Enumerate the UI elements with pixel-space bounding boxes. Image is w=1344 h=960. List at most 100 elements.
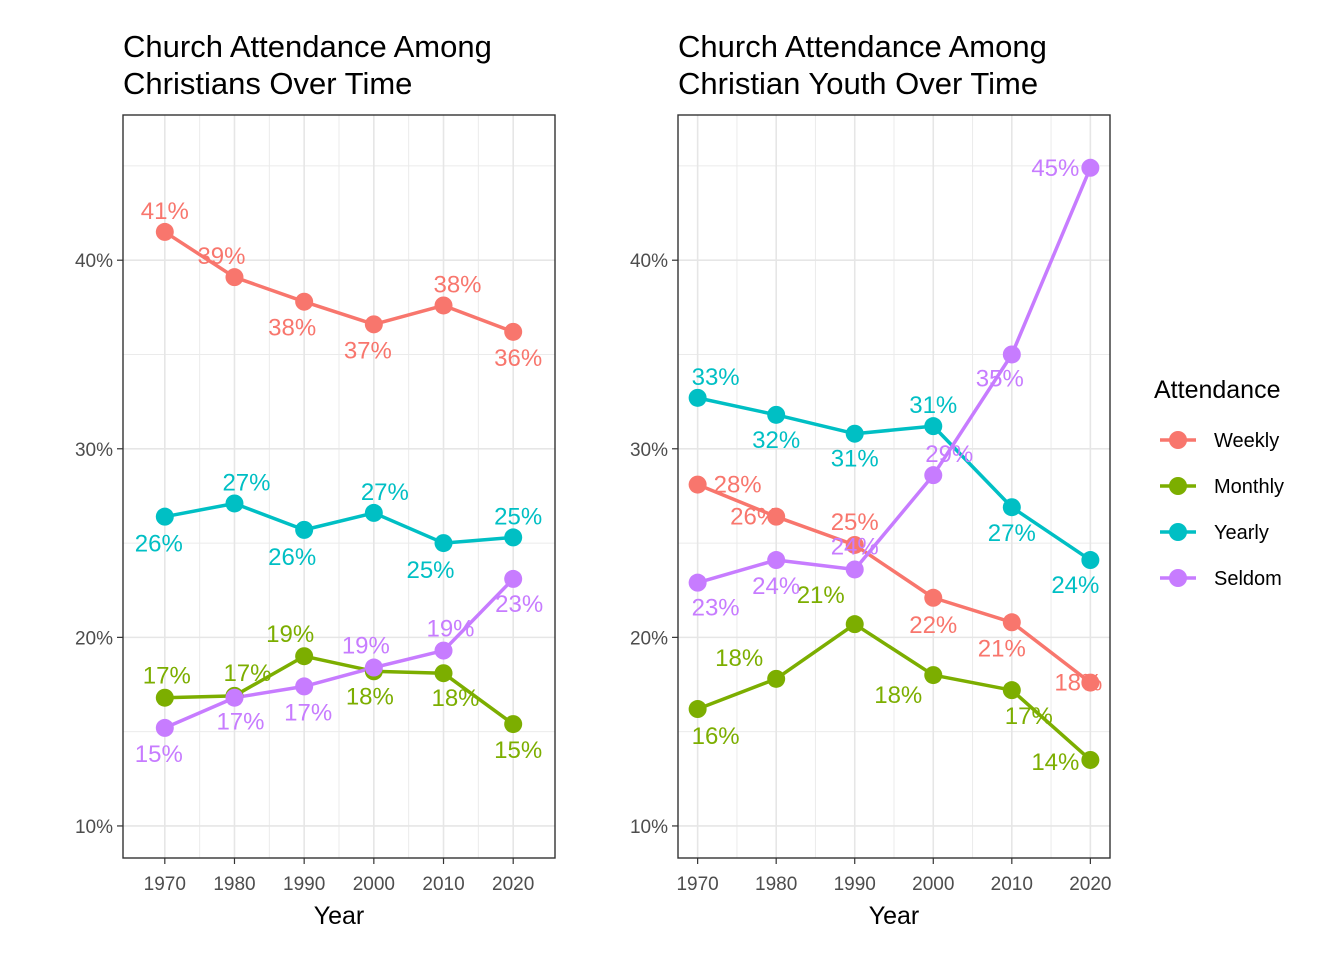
data-point-weekly [845, 535, 864, 554]
data-label-weekly: 39% [197, 243, 245, 270]
data-point-monthly [295, 647, 314, 666]
y-tick-label: 30% [75, 440, 113, 461]
data-point-seldom [364, 658, 383, 677]
data-label-weekly: 22% [909, 612, 957, 639]
data-label-weekly: 36% [494, 345, 542, 372]
y-tick-label: 10% [75, 817, 113, 838]
data-label-yearly: 27% [361, 479, 409, 506]
series-line-monthly [695, 622, 1093, 762]
data-point-yearly [225, 494, 244, 513]
data-label-seldom: 19% [426, 616, 474, 643]
series-line-seldom [695, 166, 1093, 585]
data-point-weekly [504, 322, 523, 341]
data-label-monthly: 14% [1031, 749, 1079, 776]
data-point-seldom [225, 688, 244, 707]
data-label-yearly: 26% [135, 531, 183, 558]
data-label-seldom: 15% [135, 741, 183, 768]
data-label-seldom: 35% [976, 365, 1024, 392]
data-label-weekly: 37% [344, 337, 392, 364]
data-label-weekly: 25% [831, 509, 879, 536]
data-point-yearly [434, 534, 453, 553]
data-point-weekly [767, 507, 786, 526]
data-label-yearly: 27% [222, 469, 270, 496]
chart-title-line: Church Attendance Among [123, 29, 492, 64]
data-point-seldom [1002, 345, 1021, 364]
legend-key-point [1169, 569, 1187, 587]
x-tick-label: 2000 [353, 874, 395, 895]
x-tick-label: 1980 [213, 874, 255, 895]
data-label-weekly: 18% [1054, 670, 1102, 697]
data-label-monthly: 18% [715, 645, 763, 672]
data-label-weekly: 28% [714, 472, 762, 499]
data-label-seldom: 29% [925, 441, 973, 468]
x-tick-label: 1990 [283, 874, 325, 895]
data-point-yearly [767, 405, 786, 424]
data-label-weekly: 41% [141, 198, 189, 225]
data-point-monthly [688, 700, 707, 719]
data-point-yearly [1002, 498, 1021, 517]
data-point-yearly [155, 507, 174, 526]
data-label-yearly: 31% [909, 392, 957, 419]
data-label-weekly: 21% [978, 635, 1026, 662]
data-point-yearly [688, 388, 707, 407]
data-point-weekly [924, 588, 943, 607]
data-label-monthly: 18% [431, 685, 479, 712]
data-label-weekly: 38% [433, 271, 481, 298]
data-point-yearly [295, 520, 314, 539]
data-point-seldom [688, 573, 707, 592]
x-axis-title: Year [869, 902, 920, 930]
chart-title-line: Church Attendance Among [678, 29, 1047, 64]
series-line-monthly [163, 654, 515, 726]
data-point-seldom [155, 718, 174, 737]
data-label-monthly: 15% [494, 737, 542, 764]
data-point-monthly [1081, 750, 1100, 769]
legend-label-monthly: Monthly [1214, 476, 1284, 498]
data-point-weekly [225, 268, 244, 287]
x-tick-label: 2020 [1069, 874, 1111, 895]
data-point-monthly [1002, 681, 1021, 700]
data-point-yearly [504, 528, 523, 547]
x-tick-label: 1970 [676, 874, 718, 895]
data-label-monthly: 18% [346, 683, 394, 710]
data-label-seldom: 17% [284, 699, 332, 726]
plot-border [122, 114, 556, 859]
data-point-weekly [1081, 673, 1100, 692]
data-label-monthly: 16% [692, 723, 740, 750]
data-label-yearly: 26% [268, 544, 316, 571]
data-label-yearly: 33% [692, 364, 740, 391]
plot-border [677, 114, 1111, 859]
data-point-monthly [155, 688, 174, 707]
data-label-monthly: 19% [266, 621, 314, 648]
data-point-seldom [434, 641, 453, 660]
data-label-weekly: 26% [730, 504, 778, 531]
legend-key-point [1169, 523, 1187, 541]
legend-key-point [1169, 431, 1187, 449]
data-label-monthly: 17% [223, 660, 271, 687]
series-line-yearly [163, 501, 515, 545]
data-label-seldom: 24% [752, 573, 800, 600]
data-label-yearly: 25% [494, 503, 542, 530]
chart-title-line: Christian Youth Over Time [678, 66, 1038, 101]
legend: Attendance Weekly Monthly Yearly Seldom [1154, 376, 1284, 590]
y-tick-label: 40% [75, 251, 113, 272]
legend-label-yearly: Yearly [1214, 522, 1269, 544]
data-label-seldom: 17% [216, 709, 264, 736]
data-point-yearly [1081, 551, 1100, 570]
legend-title: Attendance [1154, 376, 1281, 404]
x-axis-title: Year [314, 902, 365, 930]
series-line-seldom [163, 577, 515, 730]
data-label-seldom: 24% [831, 533, 879, 560]
data-point-seldom [767, 551, 786, 570]
data-label-yearly: 27% [988, 520, 1036, 547]
data-point-weekly [434, 296, 453, 315]
data-label-seldom: 45% [1031, 155, 1079, 182]
series-line-weekly [695, 482, 1093, 685]
data-point-monthly [845, 615, 864, 634]
x-tick-label: 2010 [991, 874, 1033, 895]
data-label-weekly: 38% [268, 315, 316, 342]
data-label-monthly: 17% [143, 663, 191, 690]
data-label-monthly: 18% [874, 682, 922, 709]
data-label-yearly: 25% [406, 557, 454, 584]
legend-label-seldom: Seldom [1214, 568, 1282, 590]
